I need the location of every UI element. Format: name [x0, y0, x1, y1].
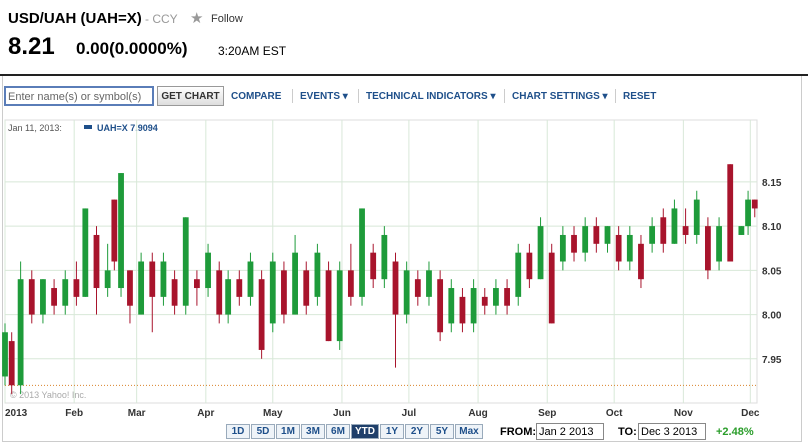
divider — [0, 74, 808, 76]
range-button[interactable]: 5Y — [430, 424, 454, 439]
range-button[interactable]: 5D — [251, 424, 275, 439]
to-label: TO: — [618, 426, 637, 438]
range-button[interactable]: 6M — [326, 424, 350, 439]
separator — [615, 89, 616, 103]
range-button[interactable]: 2Y — [405, 424, 429, 439]
range-button[interactable]: Max — [455, 424, 483, 439]
period-change: +2.48% — [716, 426, 754, 438]
symbol-input[interactable]: Enter name(s) or symbol(s) — [4, 86, 154, 106]
separator — [358, 89, 359, 103]
from-label: FROM: — [500, 426, 537, 438]
price: 8.21 — [8, 33, 55, 60]
toolbar-link[interactable]: TECHNICAL INDICATORS ▾ — [366, 91, 496, 102]
separator — [292, 89, 293, 103]
change: 0.00(0.0000%) — [76, 39, 188, 58]
range-button[interactable]: 3M — [301, 424, 325, 439]
separator — [504, 89, 505, 103]
toolbar-link[interactable]: CHART SETTINGS ▾ — [512, 91, 608, 102]
to-input[interactable]: Dec 3 2013 — [638, 423, 706, 440]
range-button[interactable]: 1Y — [380, 424, 404, 439]
chart-frame — [2, 76, 802, 442]
get-chart-button[interactable]: GET CHART — [157, 86, 224, 106]
toolbar-link[interactable]: COMPARE — [231, 91, 282, 102]
range-button[interactable]: YTD — [351, 424, 379, 439]
follow[interactable]: Follow — [211, 13, 243, 25]
range-button[interactable]: 1M — [276, 424, 300, 439]
from-input[interactable]: Jan 2 2013 — [536, 423, 604, 440]
time: 3:20AM EST — [218, 44, 287, 58]
symbol: USD/UAH (UAH=X) — [8, 10, 142, 27]
toolbar-link[interactable]: EVENTS ▾ — [300, 91, 348, 102]
toolbar-link[interactable]: RESET — [623, 91, 657, 102]
star-icon[interactable]: ★ — [190, 10, 204, 27]
exchange: - CCY — [145, 12, 178, 26]
range-button[interactable]: 1D — [226, 424, 250, 439]
